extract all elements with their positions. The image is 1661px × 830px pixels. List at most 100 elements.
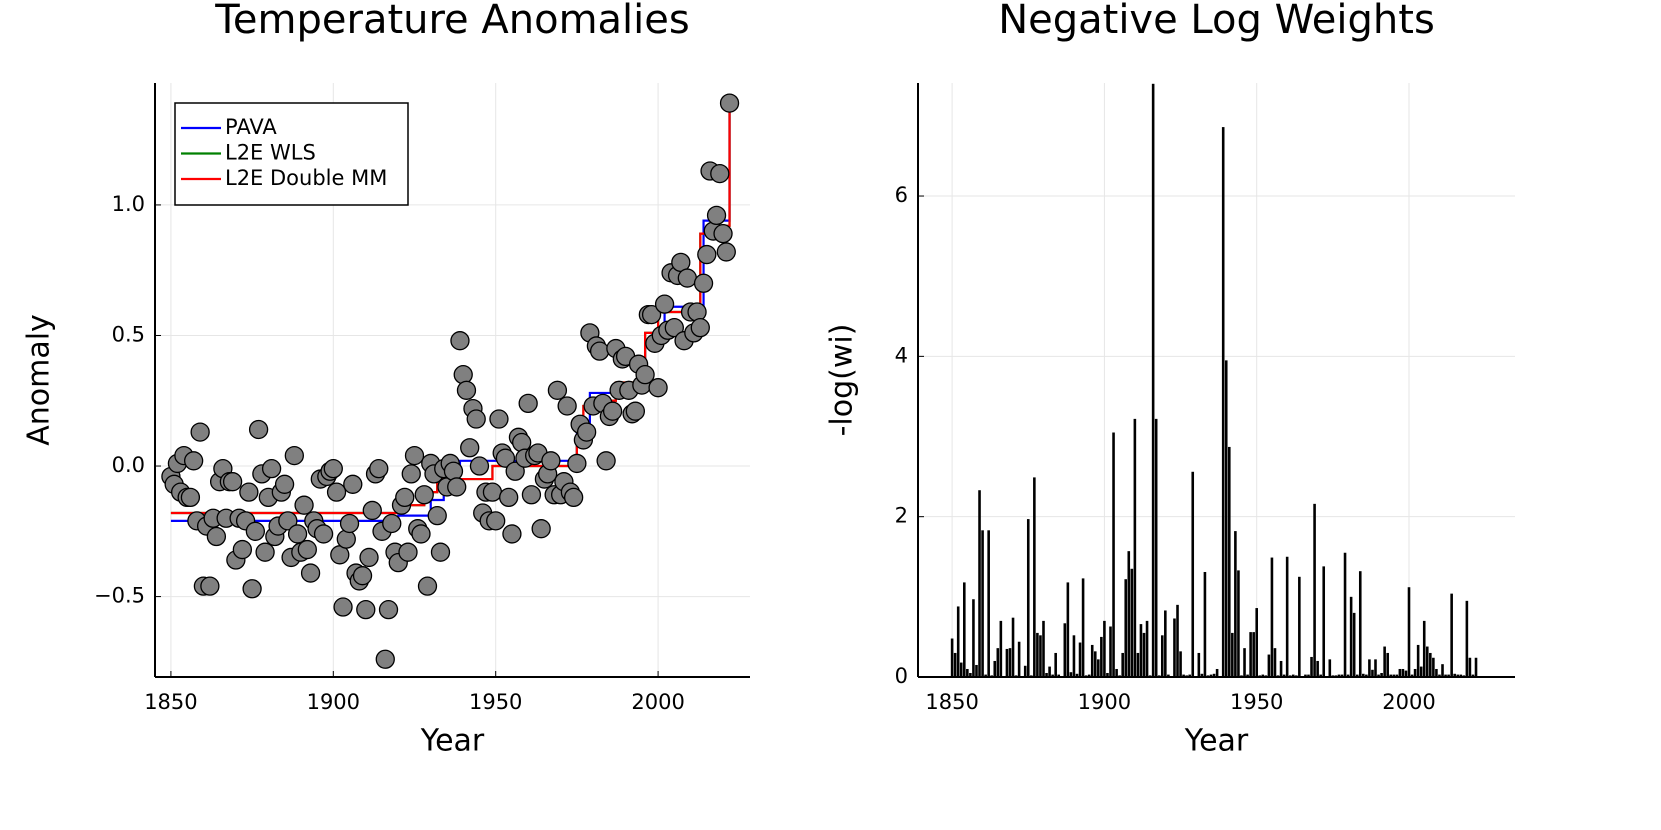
bar: [1124, 579, 1128, 677]
data-point: [378, 599, 399, 620]
bar: [1023, 665, 1027, 677]
bar: [1243, 648, 1246, 677]
x-tick-label: 1850: [925, 690, 978, 714]
bar: [1151, 83, 1155, 677]
data-point: [557, 396, 577, 416]
bar: [1282, 674, 1286, 677]
data-point: [589, 341, 610, 361]
bar: [1164, 610, 1167, 677]
data-point: [239, 482, 259, 502]
bar: [993, 660, 997, 677]
bar: [1078, 642, 1082, 677]
data-point: [401, 464, 421, 484]
bar: [1298, 576, 1301, 677]
bar: [1380, 672, 1383, 677]
bar: [1459, 674, 1463, 677]
data-point: [190, 422, 210, 442]
bar: [1474, 657, 1478, 677]
bar: [1398, 668, 1402, 677]
bar: [1468, 657, 1472, 677]
bar: [1255, 608, 1259, 677]
bar: [1471, 674, 1475, 677]
bar: [1045, 672, 1048, 677]
bar: [1197, 652, 1201, 677]
bar: [966, 668, 969, 677]
bar: [1337, 674, 1341, 677]
data-point: [278, 511, 298, 531]
bar: [1017, 641, 1021, 677]
bar: [1136, 652, 1140, 677]
bar: [1422, 620, 1426, 677]
data-point: [677, 268, 697, 288]
data-point: [313, 524, 334, 544]
bar: [1133, 418, 1137, 677]
bar: [1419, 666, 1423, 677]
data-point: [242, 579, 262, 599]
bar: [1465, 600, 1469, 677]
y-tick-label: 6: [895, 183, 908, 207]
bar: [1246, 674, 1249, 677]
data-point: [654, 294, 675, 314]
data-point: [453, 364, 473, 385]
data-point: [641, 304, 662, 325]
bar: [1310, 656, 1313, 677]
data-point: [486, 511, 506, 531]
bar: [1401, 668, 1405, 677]
data-point: [602, 401, 623, 421]
bar: [1383, 646, 1386, 677]
bar: [1319, 674, 1322, 677]
data-point: [255, 542, 275, 562]
data-point: [447, 477, 467, 497]
bar: [981, 530, 984, 677]
data-point: [411, 524, 431, 544]
bar: [1328, 659, 1332, 677]
bar: [1395, 674, 1399, 677]
bar: [1291, 674, 1295, 677]
data-point: [443, 461, 464, 481]
bar: [987, 530, 990, 677]
bar: [1093, 651, 1097, 677]
bar: [1072, 635, 1076, 677]
data-point: [183, 451, 204, 471]
bar: [1063, 623, 1067, 677]
bar: [1432, 657, 1435, 677]
data-point: [430, 542, 451, 562]
bar: [950, 638, 954, 677]
data-point: [547, 380, 568, 400]
bar: [1392, 674, 1396, 677]
data-point: [648, 378, 668, 398]
bar: [1145, 620, 1149, 677]
y-tick-label: 4: [895, 343, 908, 367]
bar: [1404, 670, 1408, 677]
bar: [1179, 651, 1182, 677]
bar: [1267, 654, 1271, 677]
bar: [1322, 566, 1326, 677]
bar: [1191, 471, 1195, 677]
bar: [1362, 673, 1365, 677]
data-point: [261, 458, 282, 479]
bar: [1261, 674, 1265, 677]
data-point: [369, 458, 389, 479]
bar: [1036, 632, 1039, 677]
bar: [1167, 674, 1170, 677]
data-point: [625, 401, 646, 421]
bar: [1285, 556, 1289, 677]
data-point: [323, 458, 343, 479]
data-point: [719, 93, 740, 113]
data-point: [294, 495, 314, 515]
chart-title: Temperature Anomalies: [214, 0, 689, 43]
data-point: [404, 445, 425, 466]
bar: [1182, 674, 1185, 677]
bar: [1227, 446, 1231, 677]
bar: [1429, 652, 1432, 677]
bar: [1048, 666, 1051, 677]
bar: [1313, 503, 1316, 677]
data-point: [664, 317, 684, 338]
data-point: [567, 453, 587, 474]
bar: [1413, 668, 1417, 677]
y-tick-label: −0.5: [94, 584, 145, 608]
bar: [1103, 620, 1106, 677]
data-point: [521, 485, 542, 505]
data-point: [693, 273, 714, 293]
bar: [1453, 673, 1456, 677]
